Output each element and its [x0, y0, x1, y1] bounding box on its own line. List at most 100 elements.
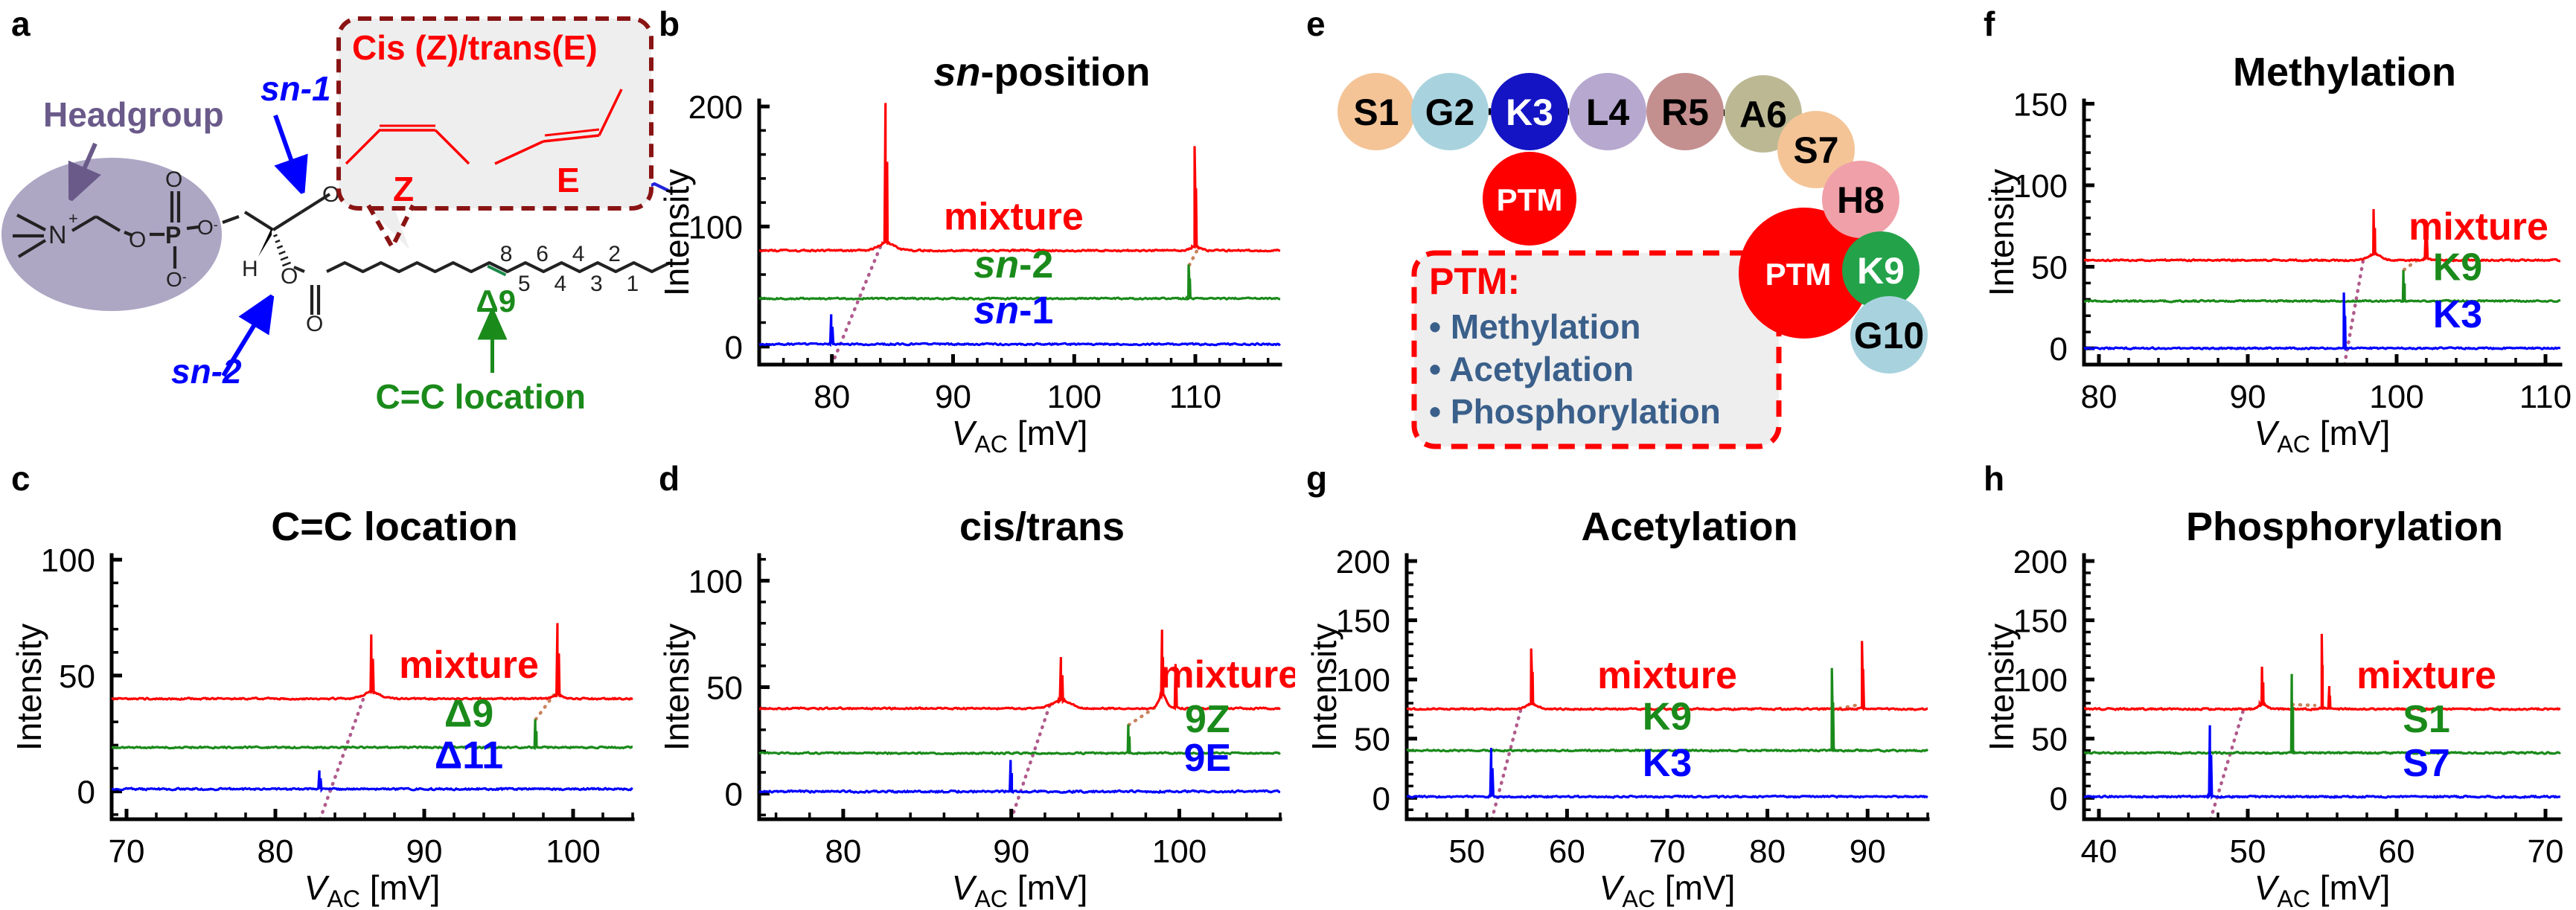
svg-text:K9: K9 [1643, 696, 1692, 739]
svg-text:• Phosphorylation: • Phosphorylation [1429, 392, 1721, 431]
svg-text:Δ11: Δ11 [435, 734, 503, 778]
svg-text:O: O [165, 167, 182, 192]
svg-text:N: N [48, 221, 67, 249]
svg-text:K3: K3 [1506, 92, 1553, 133]
svg-text:L4: L4 [1586, 92, 1630, 133]
svg-text:60: 60 [2379, 833, 2415, 870]
svg-text:0: 0 [725, 330, 743, 366]
svg-text:G10: G10 [1854, 315, 1925, 356]
svg-text:VAC [mV]: VAC [mV] [2254, 868, 2391, 910]
svg-text:+: + [68, 209, 78, 228]
svg-text:4: 4 [554, 272, 567, 296]
svg-text:90: 90 [2230, 379, 2266, 415]
svg-text:1: 1 [627, 272, 639, 296]
svg-text:2: 2 [608, 242, 621, 266]
svg-text:100: 100 [1152, 833, 1206, 870]
svg-text:Intensity: Intensity [657, 624, 696, 751]
svg-text:100: 100 [2013, 168, 2068, 205]
svg-text:150: 150 [1336, 603, 1390, 640]
svg-text:H: H [242, 257, 258, 281]
svg-text:0: 0 [2050, 331, 2068, 368]
svg-text:mixture: mixture [2409, 205, 2548, 249]
svg-text:100: 100 [688, 209, 743, 246]
svg-text:PTM:: PTM: [1429, 260, 1520, 302]
svg-text:100: 100 [2369, 379, 2423, 415]
svg-text:6: 6 [536, 242, 549, 266]
svg-text:A6: A6 [1739, 94, 1787, 135]
svg-text:80: 80 [814, 379, 850, 415]
svg-text:Intensity: Intensity [10, 624, 48, 751]
svg-text:150: 150 [2013, 86, 2068, 123]
svg-text:80: 80 [2081, 379, 2118, 415]
svg-text:3: 3 [590, 272, 603, 296]
svg-text:O: O [129, 228, 146, 252]
svg-text:200: 200 [688, 89, 743, 126]
svg-text:80: 80 [258, 833, 294, 870]
svg-text:Phosphorylation: Phosphorylation [2186, 504, 2503, 549]
svg-text:90: 90 [406, 833, 443, 870]
svg-text:50: 50 [1354, 722, 1390, 758]
svg-text:5: 5 [518, 272, 531, 296]
svg-text:50: 50 [59, 659, 95, 695]
svg-text:• Methylation: • Methylation [1429, 307, 1640, 346]
svg-text:60: 60 [1549, 833, 1585, 870]
svg-text:O: O [322, 182, 339, 207]
svg-text:90: 90 [935, 379, 971, 415]
svg-text:S7: S7 [2403, 742, 2450, 785]
svg-text:sn-1: sn-1 [261, 69, 331, 108]
svg-text:K9: K9 [1857, 250, 1905, 292]
svg-text:P: P [165, 222, 181, 249]
svg-text:110: 110 [2519, 379, 2572, 415]
svg-text:VAC [mV]: VAC [mV] [304, 868, 441, 910]
svg-text:80: 80 [825, 833, 861, 870]
svg-text:150: 150 [2013, 603, 2068, 640]
svg-text:PTM: PTM [1497, 182, 1563, 217]
svg-text:50: 50 [1448, 833, 1485, 870]
svg-text:100: 100 [546, 833, 600, 870]
svg-text:PTM: PTM [1765, 257, 1832, 292]
svg-text:mixture: mixture [944, 196, 1084, 239]
svg-text:sn-2: sn-2 [171, 352, 242, 391]
svg-text:mixture: mixture [2356, 654, 2496, 697]
svg-text:50: 50 [706, 670, 743, 707]
svg-text:9Z: 9Z [1185, 698, 1230, 741]
svg-text:sn-1: sn-1 [974, 289, 1053, 333]
svg-text:90: 90 [993, 833, 1029, 870]
svg-text:VAC [mV]: VAC [mV] [2254, 414, 2391, 458]
svg-text:9E: 9E [1183, 737, 1231, 780]
svg-text:Intensity: Intensity [657, 169, 696, 296]
svg-text:C=C location: C=C location [376, 377, 586, 416]
svg-text:VAC [mV]: VAC [mV] [952, 414, 1088, 458]
svg-text:100: 100 [688, 563, 743, 600]
svg-text:110: 110 [1169, 379, 1221, 415]
svg-text:50: 50 [2230, 833, 2266, 870]
svg-text:G2: G2 [1425, 92, 1475, 133]
svg-text:100: 100 [41, 542, 95, 579]
svg-text:Acetylation: Acetylation [1581, 504, 1797, 549]
svg-text:Δ9: Δ9 [444, 693, 493, 736]
svg-text:0: 0 [2050, 781, 2068, 817]
svg-text:Δ9: Δ9 [476, 283, 517, 318]
svg-text:4: 4 [572, 242, 585, 266]
svg-text:100: 100 [1336, 662, 1390, 699]
svg-text:100: 100 [1047, 379, 1102, 415]
svg-text:100: 100 [2013, 662, 2068, 699]
svg-text:90: 90 [1850, 833, 1886, 870]
svg-text:S1: S1 [1353, 92, 1399, 133]
svg-text:R5: R5 [1661, 92, 1709, 133]
svg-text:Intensity: Intensity [1982, 624, 2021, 751]
svg-text:mixture: mixture [1160, 653, 1295, 696]
svg-text:O: O [306, 312, 323, 336]
svg-text:0: 0 [725, 777, 743, 813]
svg-text:Headgroup: Headgroup [43, 95, 224, 134]
svg-text:sn-position: sn-position [934, 50, 1151, 94]
svg-text:mixture: mixture [399, 644, 539, 687]
svg-text:sn-2: sn-2 [974, 243, 1053, 286]
svg-text:70: 70 [2528, 833, 2564, 870]
svg-text:70: 70 [1649, 833, 1686, 870]
svg-text:8: 8 [500, 242, 513, 266]
svg-text:Intensity: Intensity [1305, 624, 1343, 751]
svg-text:Intensity: Intensity [1982, 169, 2021, 296]
svg-text:mixture: mixture [1597, 654, 1737, 697]
svg-text:K3: K3 [2433, 293, 2482, 336]
